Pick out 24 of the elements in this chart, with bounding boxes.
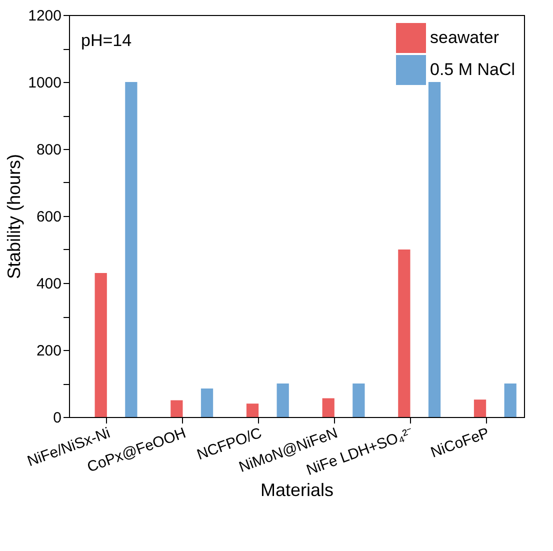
bar	[125, 82, 138, 417]
bar	[504, 384, 516, 417]
bar	[398, 250, 410, 417]
bar	[200, 388, 214, 417]
y-axis-title: Stability (hours)	[4, 154, 24, 280]
bar	[474, 400, 486, 417]
bar	[246, 404, 259, 417]
legend-label: seawater	[430, 28, 500, 47]
y-tick-label: 200	[36, 342, 62, 360]
annotation: pH=14	[81, 31, 132, 50]
bar	[428, 82, 441, 417]
bar	[352, 384, 365, 417]
bar	[170, 400, 183, 417]
y-tick-label: 0	[53, 410, 62, 426]
y-tick-label: 800	[36, 142, 62, 158]
y-tick-label: 1200	[28, 8, 62, 24]
bar	[94, 272, 107, 417]
y-tick-label: 600	[36, 208, 62, 226]
x-axis-title: Materials	[260, 480, 334, 500]
y-tick-label: 400	[36, 276, 62, 292]
legend-label: 0.5 M NaCl	[430, 60, 516, 79]
y-tick-label: 1000	[28, 74, 62, 92]
bar	[322, 398, 334, 417]
bar	[276, 384, 289, 417]
